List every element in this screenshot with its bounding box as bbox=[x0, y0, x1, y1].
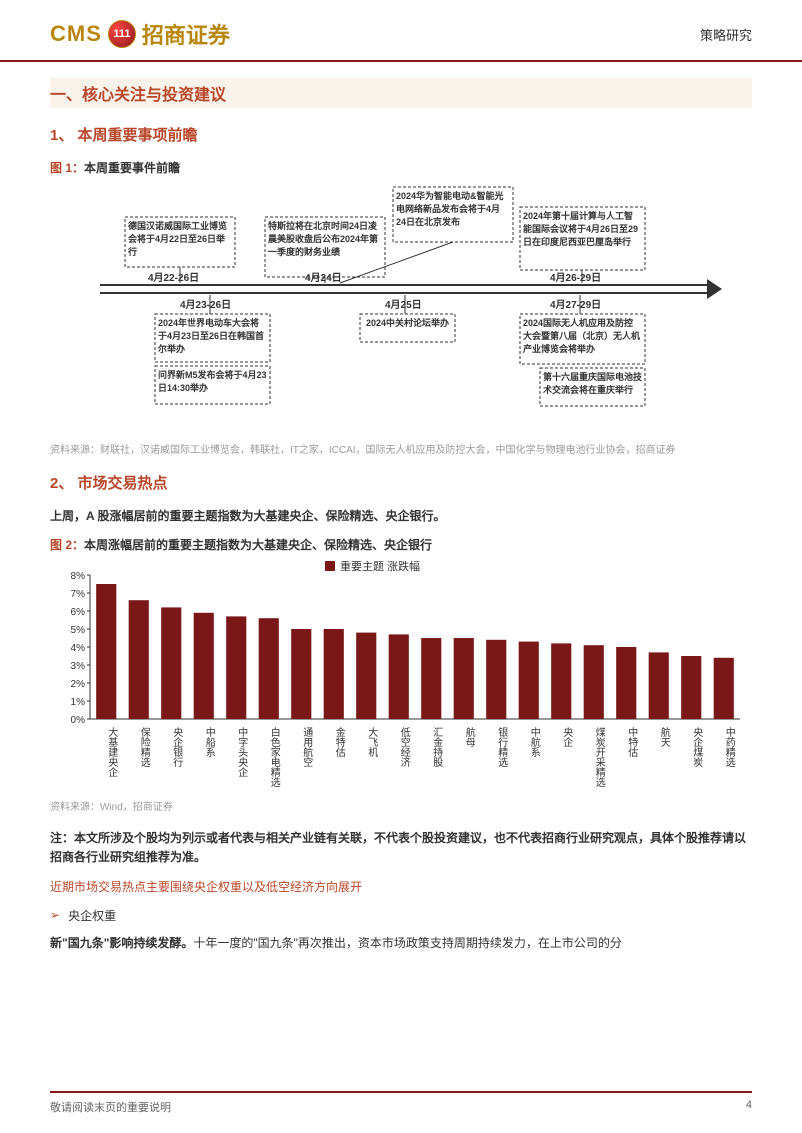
bar bbox=[454, 638, 474, 719]
footer-disclaimer: 敬请阅读末页的重要说明 bbox=[50, 1099, 171, 1115]
bar bbox=[389, 635, 409, 720]
bar bbox=[486, 640, 506, 719]
bar bbox=[291, 629, 311, 719]
x-category-label: 白色家电精选 bbox=[268, 726, 280, 788]
timeline-event-9: 第十六届重庆国际电池技术交流会将在重庆举行 bbox=[543, 370, 642, 396]
page-footer: 敬请阅读末页的重要说明 4 bbox=[50, 1091, 752, 1115]
figure1-label: 图 1： bbox=[50, 161, 84, 175]
x-category-label: 央企煤炭 bbox=[691, 726, 703, 768]
x-category-label: 煤炭开采精选 bbox=[593, 726, 605, 788]
timeline-event-8: 2024国际无人机应用及防控大会暨第八届（北京）无人机产业博览会将举办 bbox=[523, 316, 642, 355]
bullet-item: ➢ 央企权重 bbox=[50, 907, 752, 924]
subsection-heading-1: 1、 本周重要事项前瞻 bbox=[50, 124, 752, 145]
timeline-chart: 德国汉诺威国际工业博览会将于4月22日至26日举行 特斯拉将在北京时间24日凌晨… bbox=[50, 182, 752, 435]
last-para-bold: 新"国九条"影响持续发酵。 bbox=[50, 936, 193, 950]
lead-paragraph: 上周，A 股涨幅居前的重要主题指数为大基建央企、保险精选、央企银行。 bbox=[50, 507, 752, 526]
x-category-label: 汇金持股 bbox=[431, 726, 443, 768]
logo-text-en: CMS bbox=[50, 21, 102, 47]
section-heading: 一、核心关注与投资建议 bbox=[50, 78, 752, 108]
y-tick-label: 3% bbox=[71, 661, 86, 672]
y-tick-label: 5% bbox=[71, 625, 86, 636]
timeline-event-4: 2024年第十届计算与人工智能国际会议将于4月26日至29日在印度尼西亚巴厘岛举… bbox=[523, 209, 642, 248]
y-tick-label: 8% bbox=[71, 571, 86, 582]
bar bbox=[616, 647, 636, 719]
timeline-date-bot-1: 4月23-26日 bbox=[180, 299, 231, 311]
logo-text-cn: 招商证券 bbox=[142, 18, 230, 50]
bar bbox=[681, 656, 701, 719]
y-tick-label: 4% bbox=[71, 643, 86, 654]
x-category-label: 银行精选 bbox=[496, 726, 508, 768]
timeline-date-bot-2: 4月25日 bbox=[385, 299, 422, 311]
x-category-label: 航母 bbox=[463, 726, 475, 748]
bar-chart: 重要主题 涨跌幅 0%1%2%3%4%5%6%7%8% 大基建央企保险精选央企银… bbox=[50, 559, 752, 792]
x-category-label: 央企 bbox=[561, 726, 573, 747]
figure2-source: 资料来源：Wind，招商证券 bbox=[50, 798, 752, 813]
last-para-rest: 十年一度的"国九条"再次推出，资本市场政策支持周期持续发力，在上市公司的分 bbox=[193, 936, 622, 950]
x-category-label: 中字头央企 bbox=[236, 726, 248, 777]
timeline-date-bot-3: 4月27-29日 bbox=[550, 299, 601, 311]
timeline-event-1: 德国汉诺威国际工业博览会将于4月22日至26日举行 bbox=[128, 219, 232, 258]
timeline-date-top-3: 4月26-29日 bbox=[550, 272, 601, 284]
last-paragraph: 新"国九条"影响持续发酵。十年一度的"国九条"再次推出，资本市场政策支持周期持续… bbox=[50, 934, 752, 953]
bar bbox=[259, 618, 279, 719]
bar bbox=[714, 658, 734, 719]
y-tick-label: 7% bbox=[71, 589, 86, 600]
bar bbox=[519, 642, 539, 719]
x-category-label: 保险精选 bbox=[138, 726, 150, 768]
x-category-label: 中特估 bbox=[626, 726, 638, 758]
x-category-label: 央企银行 bbox=[171, 726, 183, 768]
bar bbox=[649, 653, 669, 720]
timeline-event-2: 特斯拉将在北京时间24日凌晨美股收盘后公布2024年第一季度的财务业绩 bbox=[268, 219, 382, 258]
bar bbox=[356, 633, 376, 719]
bar bbox=[324, 629, 344, 719]
timeline-event-7: 2024中关村论坛举办 bbox=[363, 316, 452, 329]
figure2-title: 图 2：本周涨幅居前的重要主题指数为大基建央企、保险精选、央企银行 bbox=[50, 536, 752, 553]
timeline-date-top-1: 4月22-26日 bbox=[148, 272, 199, 284]
orange-subheading: 近期市场交易热点主要围绕央企权重以及低空经济方向展开 bbox=[50, 878, 752, 895]
bar bbox=[96, 584, 116, 719]
timeline-event-5: 2024年世界电动车大会将于4月23日至26日在韩国首尔举办 bbox=[158, 316, 267, 355]
logo-icon: 111 bbox=[108, 20, 136, 48]
header-category: 策略研究 bbox=[700, 25, 752, 44]
subsection-heading-2: 2、 市场交易热点 bbox=[50, 472, 752, 493]
figure2-label: 图 2： bbox=[50, 538, 84, 552]
x-category-label: 中药精选 bbox=[723, 726, 735, 768]
x-category-label: 大基建央企 bbox=[106, 726, 118, 777]
timeline-event-3: 2024华为智能电动&智能光电网络新品发布会将于4月24日在北京发布 bbox=[396, 189, 510, 228]
page-content: 一、核心关注与投资建议 1、 本周重要事项前瞻 图 1：本周重要事件前瞻 德国汉… bbox=[0, 62, 802, 953]
x-category-label: 中船系 bbox=[203, 726, 215, 757]
figure1-caption: 本周重要事件前瞻 bbox=[84, 161, 180, 175]
chart-legend: 重要主题 涨跌幅 bbox=[340, 559, 420, 573]
y-tick-label: 0% bbox=[71, 715, 86, 726]
y-tick-label: 1% bbox=[71, 697, 86, 708]
bar bbox=[129, 600, 149, 719]
y-tick-label: 2% bbox=[71, 679, 86, 690]
bar bbox=[194, 613, 214, 719]
note-paragraph: 注：本文所涉及个股均为列示或者代表与相关产业链有关联，不代表个股投资建议，也不代… bbox=[50, 829, 752, 867]
timeline-svg: 德国汉诺威国际工业博览会将于4月22日至26日举行 特斯拉将在北京时间24日凌晨… bbox=[50, 182, 750, 432]
y-tick-label: 6% bbox=[71, 607, 86, 618]
x-category-label: 低空经济 bbox=[398, 726, 410, 767]
x-category-label: 金特估 bbox=[333, 726, 345, 758]
timeline-date-top-2: 4月24日 bbox=[305, 272, 342, 284]
bar bbox=[551, 644, 571, 720]
figure1-source: 资料来源：财联社，汉诺威国际工业博览会，韩联社，IT之家，ICCAI，国际无人机… bbox=[50, 441, 752, 456]
x-category-label: 大飞机 bbox=[366, 726, 378, 758]
bar bbox=[161, 608, 181, 720]
timeline-event-6: 问界新M5发布会将于4月23日14:30举办 bbox=[158, 368, 267, 394]
bullet-text: 央企权重 bbox=[68, 907, 116, 924]
figure1-title: 图 1：本周重要事件前瞻 bbox=[50, 159, 752, 176]
x-category-label: 航天 bbox=[658, 726, 670, 748]
bullet-arrow-icon: ➢ bbox=[50, 908, 60, 922]
x-category-label: 中航系 bbox=[528, 726, 540, 757]
page-number: 4 bbox=[746, 1099, 752, 1115]
bar bbox=[584, 645, 604, 719]
bar-chart-svg: 重要主题 涨跌幅 0%1%2%3%4%5%6%7%8% 大基建央企保险精选央企银… bbox=[50, 559, 750, 789]
bar bbox=[226, 617, 246, 720]
page-header: CMS 111 招商证券 策略研究 bbox=[0, 0, 802, 62]
figure2-caption: 本周涨幅居前的重要主题指数为大基建央企、保险精选、央企银行 bbox=[84, 538, 432, 552]
logo: CMS 111 招商证券 bbox=[50, 18, 230, 50]
bar bbox=[421, 638, 441, 719]
x-category-label: 通用航空 bbox=[301, 727, 313, 767]
